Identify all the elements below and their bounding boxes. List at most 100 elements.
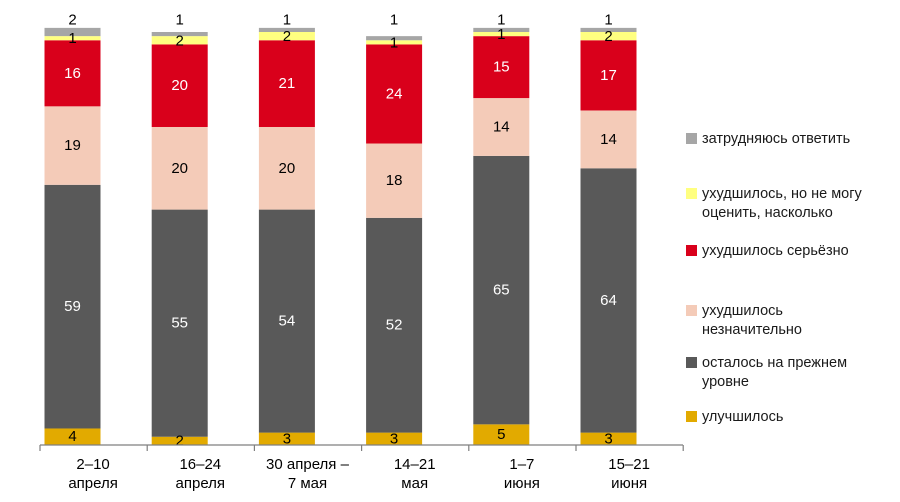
legend-swatch [686, 411, 697, 422]
bar-segment [473, 36, 530, 99]
bar-segment [580, 432, 637, 445]
category-label: июня [611, 475, 647, 492]
bar-segment [366, 36, 423, 41]
category-label: 2–10 [76, 456, 109, 473]
bar-segment [44, 106, 101, 185]
category-label: апреля [68, 475, 118, 492]
bar-segment [258, 126, 315, 210]
data-label: 59 [64, 298, 81, 315]
category-label: мая [401, 475, 428, 492]
bar-segment [151, 36, 208, 45]
data-label: 3 [604, 430, 612, 447]
data-label: 1 [176, 12, 184, 29]
data-label: 19 [64, 137, 81, 154]
bar-segment [473, 424, 530, 445]
bar-segment [258, 209, 315, 433]
legend-swatch [686, 357, 697, 368]
data-label: 21 [279, 75, 296, 92]
legend-label: ухудшилось серьёзно [702, 243, 849, 259]
bar-segment [151, 32, 208, 37]
legend-swatch [686, 133, 697, 144]
data-label: 15 [493, 59, 510, 76]
bar-segment [473, 32, 530, 37]
data-label: 2 [604, 28, 612, 45]
data-label: 5 [497, 426, 505, 443]
legend-swatch [686, 188, 697, 199]
bar-segment [473, 155, 530, 425]
data-label: 2 [176, 32, 184, 49]
bar-segment [366, 432, 423, 445]
bar-segment [151, 436, 208, 445]
segment-labels-group: 4591916122552020213542021213521824115651… [64, 12, 617, 450]
bar-segment [258, 432, 315, 445]
data-label: 1 [390, 34, 398, 51]
legend-label: ухудшилось, но не могу [702, 186, 863, 202]
bar-segment [44, 40, 101, 107]
bar-segment [151, 209, 208, 437]
data-label: 55 [171, 315, 188, 332]
category-label: апреля [176, 475, 226, 492]
data-label: 3 [390, 430, 398, 447]
category-label: 1–7 [509, 456, 534, 473]
data-label: 65 [493, 282, 510, 299]
bar-segment [473, 98, 530, 156]
bar-segment [258, 40, 315, 127]
data-label: 1 [283, 12, 291, 29]
legend-label: ухудшилось [702, 303, 783, 319]
legend-label: незначительно [702, 322, 802, 338]
category-labels-group: 2–10 апреля 16–24 апреля 30 апреля – 7 мая 14–… [68, 456, 650, 492]
data-label: 3 [283, 430, 291, 447]
legend-label: уровне [702, 374, 749, 390]
data-label: 17 [600, 67, 617, 84]
data-label: 2 [68, 12, 76, 29]
data-label: 52 [386, 317, 403, 334]
bar-segment [580, 27, 637, 32]
legend-label: оценить, насколько [702, 205, 833, 221]
bar-segment [580, 110, 637, 169]
bar-segment [258, 27, 315, 32]
data-label: 24 [386, 85, 403, 102]
bar-segment [44, 36, 101, 41]
data-label: 1 [497, 26, 505, 43]
data-label: 1 [604, 12, 612, 29]
data-label: 14 [600, 131, 617, 148]
bars-group [44, 27, 637, 445]
data-label: 1 [68, 30, 76, 47]
data-label: 20 [171, 160, 188, 177]
category-label: 30 апреля – [266, 456, 350, 473]
data-label: 2 [176, 432, 184, 449]
category-label: 14–21 [394, 456, 436, 473]
data-label: 16 [64, 65, 81, 82]
data-label: 20 [279, 160, 296, 177]
bar-segment [44, 184, 101, 429]
bar-segment [580, 40, 637, 111]
legend-label: улучшилось [702, 409, 783, 425]
bar-segment [258, 32, 315, 41]
bar-segment [366, 217, 423, 433]
data-label: 64 [600, 292, 617, 309]
data-label: 4 [68, 428, 76, 445]
data-label: 54 [279, 313, 296, 330]
legend-label: затрудняюсь ответить [702, 131, 850, 147]
category-label: 15–21 [608, 456, 650, 473]
category-label: 16–24 [179, 456, 221, 473]
bar-segment [44, 27, 101, 37]
bar-segment [151, 126, 208, 210]
bar-segment [151, 44, 208, 127]
bar-segment [366, 44, 423, 144]
x-axis-ticks [39, 445, 684, 451]
bar-segment [580, 32, 637, 41]
bar-segment [366, 40, 423, 45]
data-label: 2 [283, 28, 291, 45]
category-label: июня [504, 475, 540, 492]
data-label: 14 [493, 118, 510, 135]
data-label: 18 [386, 172, 403, 189]
legend-label: осталось на прежнем [702, 355, 847, 371]
data-label: 1 [497, 12, 505, 29]
category-label: 7 мая [288, 475, 327, 492]
bar-segment [44, 428, 101, 445]
data-label: 20 [171, 77, 188, 94]
bar-segment [366, 143, 423, 218]
bar-segment [473, 27, 530, 32]
